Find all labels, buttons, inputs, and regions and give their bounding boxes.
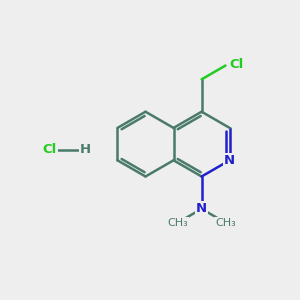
Text: CH₃: CH₃ — [215, 218, 236, 228]
Text: Cl: Cl — [230, 58, 244, 70]
Text: CH₃: CH₃ — [167, 218, 188, 228]
Text: Cl: Cl — [43, 143, 57, 157]
Text: N: N — [196, 202, 207, 215]
Text: N: N — [224, 154, 235, 167]
Text: H: H — [80, 143, 91, 157]
